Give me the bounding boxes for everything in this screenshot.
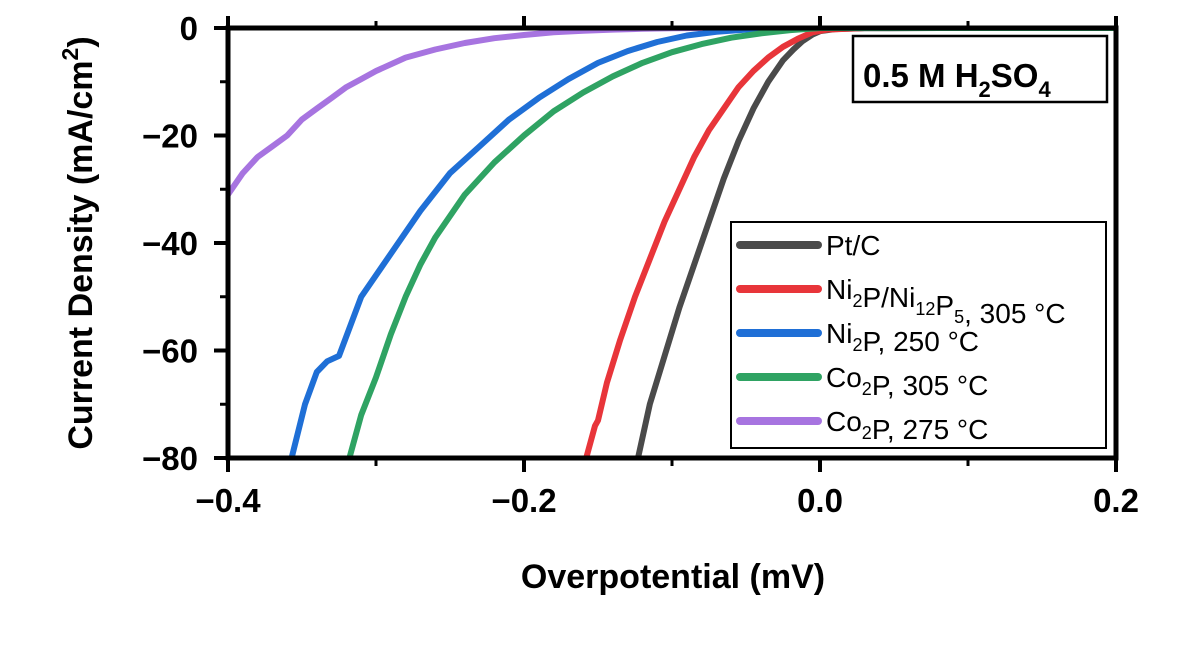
- legend-label-3: Ni2P, 250 °C: [826, 318, 979, 357]
- y-tick-label: −60: [142, 333, 198, 370]
- y-axis-label: Current Density (mA/cm2): [57, 36, 100, 449]
- y-tick-label: −20: [142, 118, 198, 155]
- y-tick-label: −80: [142, 440, 198, 477]
- x-tick-label: 0.2: [1093, 482, 1139, 519]
- tick-layer: −0.4 −0.2 0.0 0.2 0 −20 −40 −60 −80: [142, 10, 1139, 519]
- x-tick-label: −0.4: [195, 482, 261, 519]
- annotation-text: 0.5 M H2SO4: [863, 57, 1051, 102]
- series-line-2: [583, 28, 1116, 458]
- x-tick-label: −0.2: [491, 482, 556, 519]
- series-line-3: [288, 28, 1116, 458]
- legend-label-1: Pt/C: [826, 230, 880, 261]
- y-tick-label: 0: [180, 10, 198, 47]
- annotation-box: 0.5 M H2SO4: [851, 34, 1109, 104]
- series-line-4: [346, 28, 1116, 458]
- annotation-frame: [851, 34, 1109, 104]
- x-axis-label: Overpotential (mV): [521, 558, 825, 596]
- legend-label-5: Co2P, 275 °C: [826, 406, 988, 445]
- legend-label-2: Ni2P/Ni12P5, 305 °C: [826, 274, 1066, 329]
- y-tick-label: −40: [142, 225, 198, 262]
- legend-label-4: Co2P, 305 °C: [826, 362, 988, 401]
- x-tick-label: 0.0: [797, 482, 843, 519]
